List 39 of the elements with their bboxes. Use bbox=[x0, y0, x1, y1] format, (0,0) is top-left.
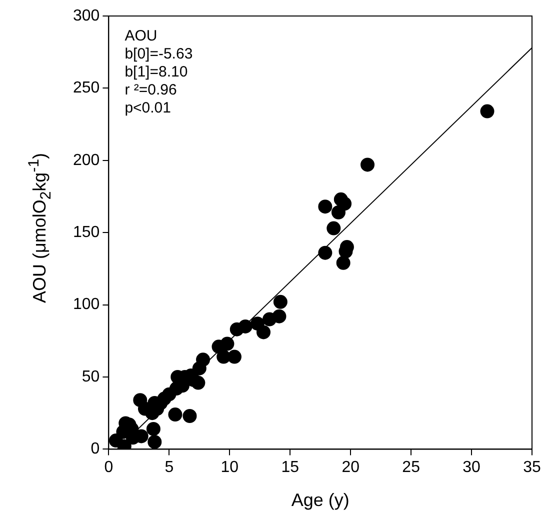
y-tick-label: 100 bbox=[72, 296, 100, 314]
point bbox=[360, 158, 375, 172]
point bbox=[182, 408, 197, 423]
x-tick-label: 25 bbox=[402, 459, 420, 476]
x-tick-label: 30 bbox=[462, 459, 481, 476]
point bbox=[272, 309, 286, 324]
point bbox=[168, 408, 182, 422]
x-tick-label: 15 bbox=[281, 459, 300, 476]
annotation: b[1]=8.10 bbox=[124, 64, 188, 81]
point bbox=[238, 319, 252, 334]
y-tick-label: 50 bbox=[82, 368, 100, 386]
annotation: AOU bbox=[124, 28, 158, 45]
y-tick-label: 250 bbox=[72, 80, 100, 97]
x-axis-title: Age (y) bbox=[291, 490, 350, 510]
point bbox=[336, 256, 350, 270]
x-tick-label: 20 bbox=[342, 459, 360, 476]
point bbox=[480, 104, 494, 118]
annotation: r ²=0.96 bbox=[124, 82, 177, 99]
x-tick-label: 10 bbox=[220, 459, 239, 476]
point bbox=[318, 246, 332, 260]
y-tick-label: 300 bbox=[72, 7, 100, 24]
point bbox=[220, 336, 234, 351]
point bbox=[256, 325, 271, 340]
point bbox=[148, 434, 162, 449]
point bbox=[273, 294, 288, 309]
y-tick-label: 200 bbox=[72, 152, 100, 169]
annotation: b[0]=-5.63 bbox=[124, 46, 193, 63]
y-tick-label: 0 bbox=[90, 440, 100, 458]
x-tick-label: 35 bbox=[523, 459, 541, 476]
point bbox=[326, 221, 341, 236]
point bbox=[318, 200, 332, 214]
x-tick-label: 0 bbox=[104, 459, 114, 476]
x-tick-label: 5 bbox=[164, 459, 174, 476]
point bbox=[146, 422, 160, 436]
y-tick-label: 150 bbox=[72, 224, 100, 242]
point bbox=[191, 376, 206, 390]
point bbox=[227, 350, 242, 364]
annotation: p<0.01 bbox=[124, 100, 171, 117]
point bbox=[196, 352, 210, 367]
